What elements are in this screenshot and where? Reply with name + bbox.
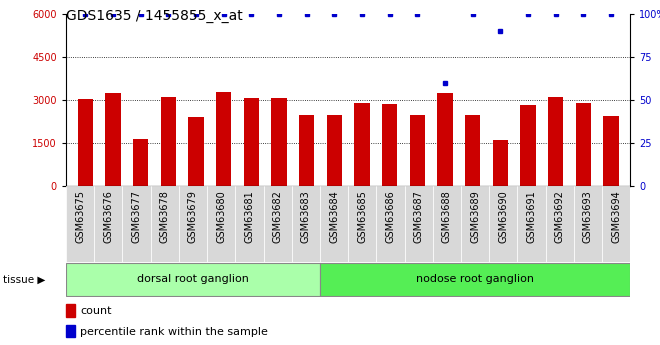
- Bar: [465, 115, 480, 186]
- Bar: [216, 92, 231, 186]
- Text: GSM63689: GSM63689: [470, 190, 480, 243]
- Text: GSM63681: GSM63681: [244, 190, 254, 243]
- Bar: [78, 99, 93, 186]
- Bar: [244, 98, 259, 186]
- Bar: [405, 186, 433, 262]
- Text: GSM63677: GSM63677: [131, 190, 141, 243]
- Bar: [320, 186, 348, 262]
- Text: GSM63688: GSM63688: [442, 190, 452, 243]
- Text: GSM63680: GSM63680: [216, 190, 226, 243]
- Text: GSM63679: GSM63679: [188, 190, 198, 243]
- Bar: [123, 186, 150, 262]
- Bar: [66, 186, 94, 262]
- Text: GSM63686: GSM63686: [385, 190, 395, 243]
- Bar: [376, 186, 405, 262]
- Bar: [603, 116, 618, 186]
- Text: percentile rank within the sample: percentile rank within the sample: [80, 327, 268, 337]
- Bar: [66, 304, 75, 317]
- Bar: [179, 186, 207, 262]
- Text: count: count: [80, 306, 112, 316]
- Bar: [461, 186, 489, 262]
- Bar: [382, 104, 397, 186]
- Text: GSM63682: GSM63682: [273, 190, 282, 243]
- Bar: [348, 186, 376, 262]
- Text: GSM63675: GSM63675: [75, 190, 85, 243]
- Text: dorsal root ganglion: dorsal root ganglion: [137, 275, 249, 284]
- Bar: [263, 186, 292, 262]
- Text: GSM63693: GSM63693: [583, 190, 593, 243]
- Bar: [489, 186, 517, 262]
- Bar: [271, 98, 286, 186]
- Text: GSM63692: GSM63692: [555, 190, 565, 243]
- Bar: [433, 186, 461, 262]
- Text: GSM63687: GSM63687: [414, 190, 424, 243]
- Bar: [207, 186, 235, 262]
- Bar: [602, 186, 630, 262]
- Bar: [94, 186, 123, 262]
- Text: GSM63676: GSM63676: [104, 190, 114, 243]
- Bar: [574, 186, 602, 262]
- Text: nodose root ganglion: nodose root ganglion: [416, 275, 534, 284]
- Text: tissue ▶: tissue ▶: [3, 275, 46, 284]
- Text: GSM63690: GSM63690: [498, 190, 508, 243]
- Text: GSM63683: GSM63683: [301, 190, 311, 243]
- Bar: [517, 186, 546, 262]
- Bar: [410, 115, 425, 186]
- Bar: [292, 186, 320, 262]
- Bar: [66, 325, 75, 337]
- Bar: [327, 115, 342, 186]
- Bar: [106, 92, 121, 186]
- Bar: [150, 186, 179, 262]
- Text: GSM63694: GSM63694: [611, 190, 621, 243]
- Bar: [520, 105, 535, 186]
- Bar: [161, 97, 176, 186]
- Bar: [66, 263, 320, 296]
- Bar: [299, 115, 314, 186]
- Bar: [492, 140, 508, 186]
- Bar: [320, 263, 630, 296]
- Bar: [236, 186, 263, 262]
- Text: GSM63678: GSM63678: [160, 190, 170, 243]
- Text: GSM63684: GSM63684: [329, 190, 339, 243]
- Bar: [548, 97, 563, 186]
- Bar: [354, 103, 370, 186]
- Bar: [546, 186, 574, 262]
- Text: GDS1635 / 1455855_x_at: GDS1635 / 1455855_x_at: [66, 9, 243, 23]
- Bar: [576, 103, 591, 186]
- Bar: [188, 117, 204, 186]
- Bar: [438, 93, 453, 186]
- Text: GSM63685: GSM63685: [357, 190, 367, 243]
- Text: GSM63691: GSM63691: [527, 190, 537, 243]
- Bar: [133, 139, 149, 186]
